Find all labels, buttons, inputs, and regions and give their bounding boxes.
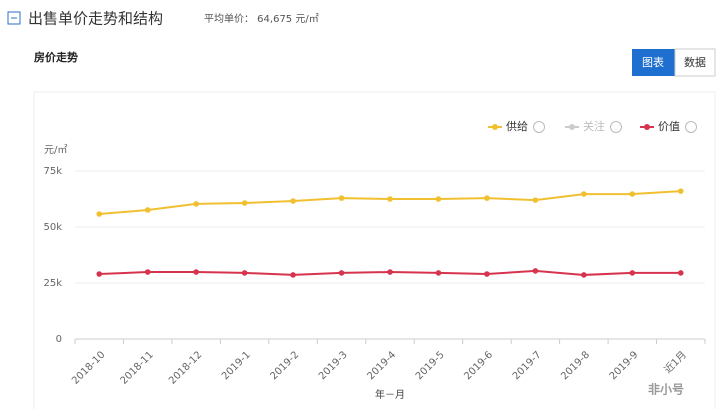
point xyxy=(677,188,684,194)
point xyxy=(532,268,539,274)
point xyxy=(629,270,636,276)
legend-label[interactable]: 供给 xyxy=(506,119,528,133)
y-tick-label: 75k xyxy=(43,166,62,177)
x-tick-label: 近1月 xyxy=(661,348,689,376)
point xyxy=(290,198,296,204)
average-price: 平均单价： 64,675 元/㎡ xyxy=(204,13,319,25)
watermark: 非小号 xyxy=(648,382,684,397)
x-tick-label: 2019-6 xyxy=(462,349,495,382)
legend-dot xyxy=(492,124,498,130)
point xyxy=(96,211,103,217)
point xyxy=(629,191,636,197)
point xyxy=(290,272,296,278)
point xyxy=(581,191,587,197)
collapse-icon[interactable] xyxy=(7,11,21,25)
x-tick-label: 2019-4 xyxy=(365,349,398,382)
x-tick-label: 2018-11 xyxy=(119,349,156,386)
point xyxy=(581,272,587,278)
point xyxy=(484,195,490,201)
point xyxy=(532,197,539,203)
x-tick-label: 2018-12 xyxy=(167,349,204,386)
point xyxy=(193,269,199,275)
point xyxy=(677,270,684,276)
point xyxy=(435,196,442,202)
section-title: 房价走势 xyxy=(34,50,78,64)
point xyxy=(193,201,199,207)
point xyxy=(484,271,490,277)
point xyxy=(435,270,442,276)
help-icon xyxy=(610,121,622,133)
point xyxy=(241,200,248,206)
point xyxy=(144,269,151,275)
point xyxy=(387,196,393,202)
series-line xyxy=(99,190,681,216)
help-icon xyxy=(533,121,545,133)
x-tick-label: 2018-10 xyxy=(70,349,107,386)
help-icon xyxy=(685,121,697,133)
legend-dot xyxy=(644,124,650,130)
x-tick-label: 2019-5 xyxy=(414,349,447,382)
chart-frame xyxy=(33,91,716,409)
point xyxy=(387,269,393,275)
x-tick-label: 2019-9 xyxy=(608,349,641,382)
data-button-label: 数据 xyxy=(684,55,706,69)
data-button[interactable] xyxy=(674,48,716,77)
x-tick-label: 2019-7 xyxy=(511,349,544,382)
y-tick-label: 0 xyxy=(56,334,62,345)
chart-button[interactable] xyxy=(632,49,675,76)
x-tick-label: 2019-1 xyxy=(220,349,253,382)
x-tick-label: 2019-8 xyxy=(559,349,592,382)
x-tick-label: 2019-2 xyxy=(268,349,301,382)
x-tick-label: 2019-3 xyxy=(317,349,350,382)
legend-label[interactable]: 关注 xyxy=(583,119,605,133)
y-tick-label: 50k xyxy=(43,222,62,233)
point xyxy=(241,270,248,276)
x-axis-label: 年－月 xyxy=(375,388,405,401)
point xyxy=(96,271,103,277)
legend-dot xyxy=(569,124,575,130)
chart-button-label: 图表 xyxy=(642,55,664,69)
y-axis-label: 元/㎡ xyxy=(44,144,67,156)
point xyxy=(338,270,345,276)
header-title: 出售单价走势和结构 xyxy=(28,10,163,28)
point xyxy=(144,207,151,213)
point xyxy=(338,195,345,201)
legend-label[interactable]: 价值 xyxy=(658,120,680,133)
y-tick-label: 25k xyxy=(43,278,62,289)
